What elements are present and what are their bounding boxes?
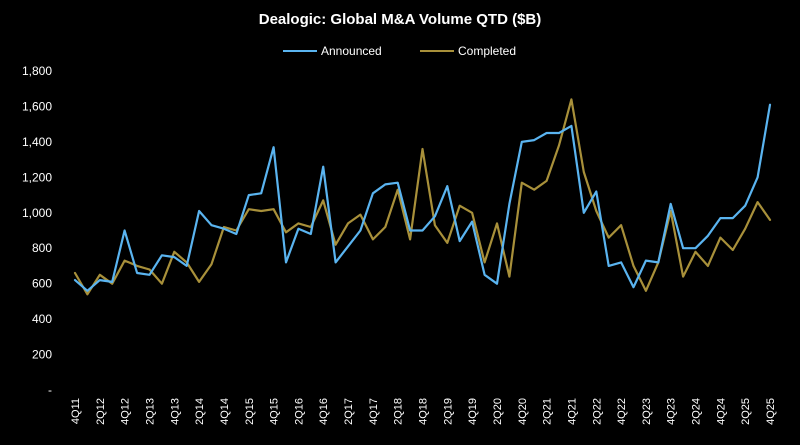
y-tick-label: 600 — [32, 277, 52, 291]
x-tick-label: 2Q22 — [591, 398, 603, 425]
x-tick-label: 4Q21 — [566, 398, 578, 425]
x-tick-label: 2Q14 — [194, 398, 206, 425]
y-tick-label: 800 — [32, 241, 52, 255]
x-tick-label: 4Q20 — [517, 398, 529, 425]
y-axis: - 200 400 600 800 1,000 1,200 1,400 1,600 1,800 — [22, 64, 52, 397]
x-tick-label: 2Q25 — [740, 398, 752, 425]
legend-label-announced: Announced — [321, 44, 382, 58]
series-line-announced — [73, 103, 772, 292]
x-tick-label: 2Q16 — [293, 398, 305, 425]
series-layer — [73, 98, 772, 296]
x-tick-label: 4Q13 — [169, 398, 181, 425]
x-tick-label: 4Q25 — [765, 398, 777, 425]
chart-title: Dealogic: Global M&A Volume QTD ($B) — [259, 11, 542, 28]
y-tick-label: 1,000 — [22, 206, 52, 220]
x-tick-label: 4Q11 — [70, 398, 82, 424]
x-tick-label: 4Q16 — [318, 398, 330, 425]
x-axis: 4Q11 2Q12 4Q12 2Q13 4Q13 2Q14 4Q14 2Q15 4Q15 2Q16… — [70, 398, 777, 425]
y-tick-label: 1,800 — [22, 64, 52, 78]
x-tick-label: 4Q14 — [219, 398, 231, 425]
x-tick-label: 4Q17 — [368, 398, 380, 425]
x-tick-label: 2Q13 — [144, 398, 156, 425]
x-tick-label: 4Q12 — [120, 398, 132, 425]
x-tick-label: 4Q24 — [715, 398, 727, 425]
x-tick-label: 4Q18 — [418, 398, 430, 425]
x-tick-label: 2Q18 — [393, 398, 405, 425]
y-tick-label: 200 — [32, 348, 52, 362]
y-tick-label: - — [48, 383, 52, 397]
x-tick-label: 2Q12 — [95, 398, 107, 425]
x-tick-label: 4Q15 — [269, 398, 281, 425]
y-tick-label: 400 — [32, 312, 52, 326]
y-tick-label: 1,400 — [22, 135, 52, 149]
x-tick-label: 2Q21 — [542, 398, 554, 425]
y-tick-label: 1,600 — [22, 99, 52, 113]
x-tick-label: 2Q23 — [641, 398, 653, 425]
x-tick-label: 2Q15 — [244, 398, 256, 425]
x-tick-label: 2Q17 — [343, 398, 355, 425]
x-tick-label: 2Q20 — [492, 398, 504, 425]
x-tick-label: 4Q23 — [666, 398, 678, 425]
legend-label-completed: Completed — [458, 44, 516, 58]
x-tick-label: 4Q22 — [616, 398, 628, 425]
x-tick-label: 4Q19 — [467, 398, 479, 425]
x-tick-label: 2Q24 — [691, 398, 703, 425]
y-tick-label: 1,200 — [22, 170, 52, 184]
legend: Announced Completed — [283, 44, 516, 58]
x-tick-label: 2Q19 — [442, 398, 454, 425]
series-line-completed — [73, 98, 772, 296]
